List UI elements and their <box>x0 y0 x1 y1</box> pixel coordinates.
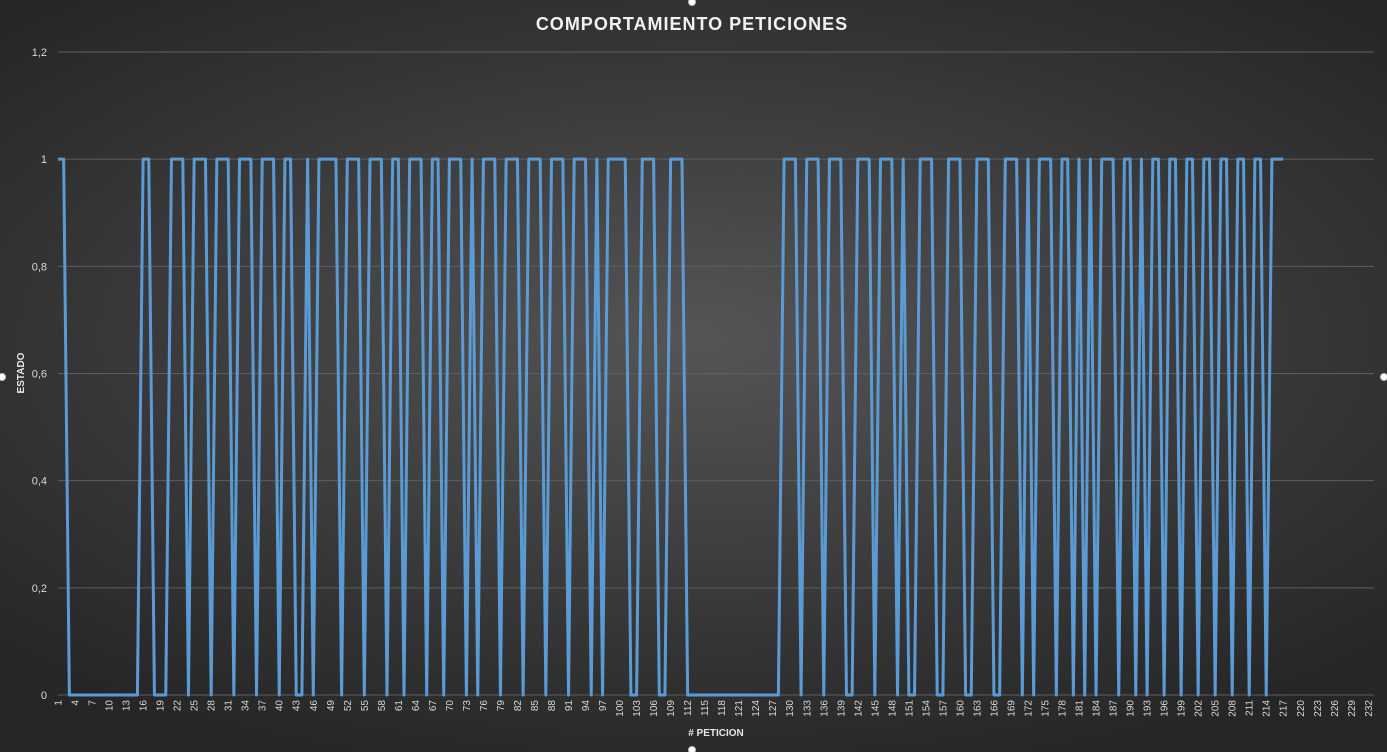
x-tick-label: 43 <box>292 700 303 712</box>
x-tick-label: 103 <box>632 700 643 717</box>
x-tick-label: 37 <box>258 700 269 712</box>
x-tick-label: 208 <box>1228 700 1239 717</box>
y-axis-title: ESTADO <box>16 352 27 393</box>
x-tick-label: 205 <box>1211 700 1222 717</box>
x-tick-label: 172 <box>1023 700 1034 717</box>
x-tick-label: 136 <box>819 700 830 717</box>
x-tick-label: 199 <box>1177 700 1188 717</box>
x-tick-label: 178 <box>1058 700 1069 717</box>
x-tick-label: 163 <box>972 700 983 717</box>
resize-handle-bottom[interactable] <box>688 746 696 752</box>
x-tick-label: 160 <box>955 700 966 717</box>
resize-handle-right[interactable] <box>1380 373 1387 381</box>
x-tick-label: 16 <box>139 700 150 712</box>
x-tick-label: 40 <box>275 700 286 712</box>
x-tick-label: 166 <box>989 700 1000 717</box>
x-tick-label: 115 <box>700 700 711 716</box>
x-tick-label: 58 <box>377 700 388 712</box>
x-tick-label: 169 <box>1006 700 1017 717</box>
x-tick-label: 127 <box>768 700 779 717</box>
x-tick-label: 91 <box>564 700 575 712</box>
x-tick-label: 106 <box>649 700 660 717</box>
x-tick-label: 4 <box>71 700 82 706</box>
x-tick-label: 130 <box>785 700 796 717</box>
series-line <box>58 157 1284 697</box>
x-tick-label: 31 <box>224 700 235 712</box>
x-tick-label: 220 <box>1296 700 1307 717</box>
x-tick-label: 85 <box>530 700 541 712</box>
y-tick-label: 1,2 <box>32 47 47 59</box>
y-tick-label: 1 <box>41 154 47 166</box>
x-tick-label: 202 <box>1194 700 1205 717</box>
x-tick-label: 157 <box>938 700 949 717</box>
x-tick-label: 223 <box>1313 700 1324 717</box>
x-tick-label: 52 <box>343 700 354 712</box>
x-tick-label: 121 <box>734 700 745 717</box>
resize-handle-left[interactable] <box>0 373 6 381</box>
x-tick-label: 184 <box>1092 700 1103 717</box>
x-tick-label: 193 <box>1143 700 1154 717</box>
y-tick-label: 0,6 <box>32 369 47 381</box>
x-tick-label: 7 <box>88 700 99 706</box>
x-tick-label: 73 <box>462 700 473 712</box>
y-axis-ticks: 0 0,2 0,4 0,6 0,8 1 1,2 <box>32 47 47 702</box>
x-tick-label: 13 <box>122 700 133 712</box>
x-tick-label: 175 <box>1041 700 1052 717</box>
x-tick-label: 124 <box>751 700 762 717</box>
y-tick-label: 0,8 <box>32 261 47 273</box>
x-tick-label: 64 <box>411 700 422 712</box>
x-tick-label: 148 <box>887 700 898 717</box>
resize-handle-top[interactable] <box>688 0 696 6</box>
y-tick-label: 0,4 <box>32 476 47 488</box>
y-tick-label: 0,2 <box>32 583 47 595</box>
x-tick-label: 214 <box>1262 700 1273 717</box>
series-layer <box>58 157 1284 697</box>
y-tick-label: 0 <box>41 690 47 702</box>
x-tick-label: 76 <box>479 700 490 712</box>
x-tick-label: 67 <box>428 700 439 712</box>
x-tick-label: 34 <box>241 700 252 712</box>
x-tick-label: 118 <box>717 700 728 716</box>
x-tick-label: 61 <box>394 700 405 712</box>
x-tick-label: 154 <box>921 700 932 717</box>
x-tick-label: 55 <box>360 700 371 712</box>
x-tick-label: 211 <box>1245 700 1256 716</box>
x-tick-label: 22 <box>173 700 184 712</box>
x-tick-label: 82 <box>513 700 524 712</box>
x-tick-label: 49 <box>326 700 337 712</box>
x-tick-label: 28 <box>207 700 218 712</box>
x-tick-label: 25 <box>190 700 201 712</box>
x-tick-label: 145 <box>870 700 881 717</box>
chart-title: COMPORTAMIENTO PETICIONES <box>536 14 848 34</box>
x-tick-label: 112 <box>683 700 694 716</box>
x-tick-label: 100 <box>615 700 626 717</box>
x-tick-label: 19 <box>156 700 167 712</box>
x-tick-label: 181 <box>1075 700 1086 717</box>
x-axis-title: # PETICION <box>688 728 744 739</box>
x-tick-label: 196 <box>1160 700 1171 717</box>
x-tick-label: 232 <box>1364 700 1375 717</box>
x-tick-label: 88 <box>547 700 558 712</box>
x-tick-label: 133 <box>802 700 813 717</box>
x-tick-label: 79 <box>496 700 507 712</box>
x-tick-label: 70 <box>445 700 456 712</box>
x-tick-label: 229 <box>1347 700 1358 717</box>
x-tick-label: 190 <box>1126 700 1137 717</box>
x-axis-ticks: 1 4 7 10 13 16 19 22 25 28 31 34 37 40 43 46 49 52 55 58 61 6… <box>54 700 1375 717</box>
x-tick-label: 10 <box>105 700 116 712</box>
x-tick-label: 142 <box>853 700 864 717</box>
x-tick-label: 139 <box>836 700 847 717</box>
x-tick-label: 97 <box>598 700 609 712</box>
x-tick-label: 46 <box>309 700 320 712</box>
x-tick-label: 151 <box>904 700 915 717</box>
x-tick-label: 217 <box>1279 700 1290 717</box>
x-tick-label: 94 <box>581 700 592 712</box>
x-tick-label: 1 <box>54 700 65 706</box>
x-tick-label: 226 <box>1330 700 1341 717</box>
x-tick-label: 109 <box>666 700 677 717</box>
x-tick-label: 187 <box>1109 700 1120 717</box>
